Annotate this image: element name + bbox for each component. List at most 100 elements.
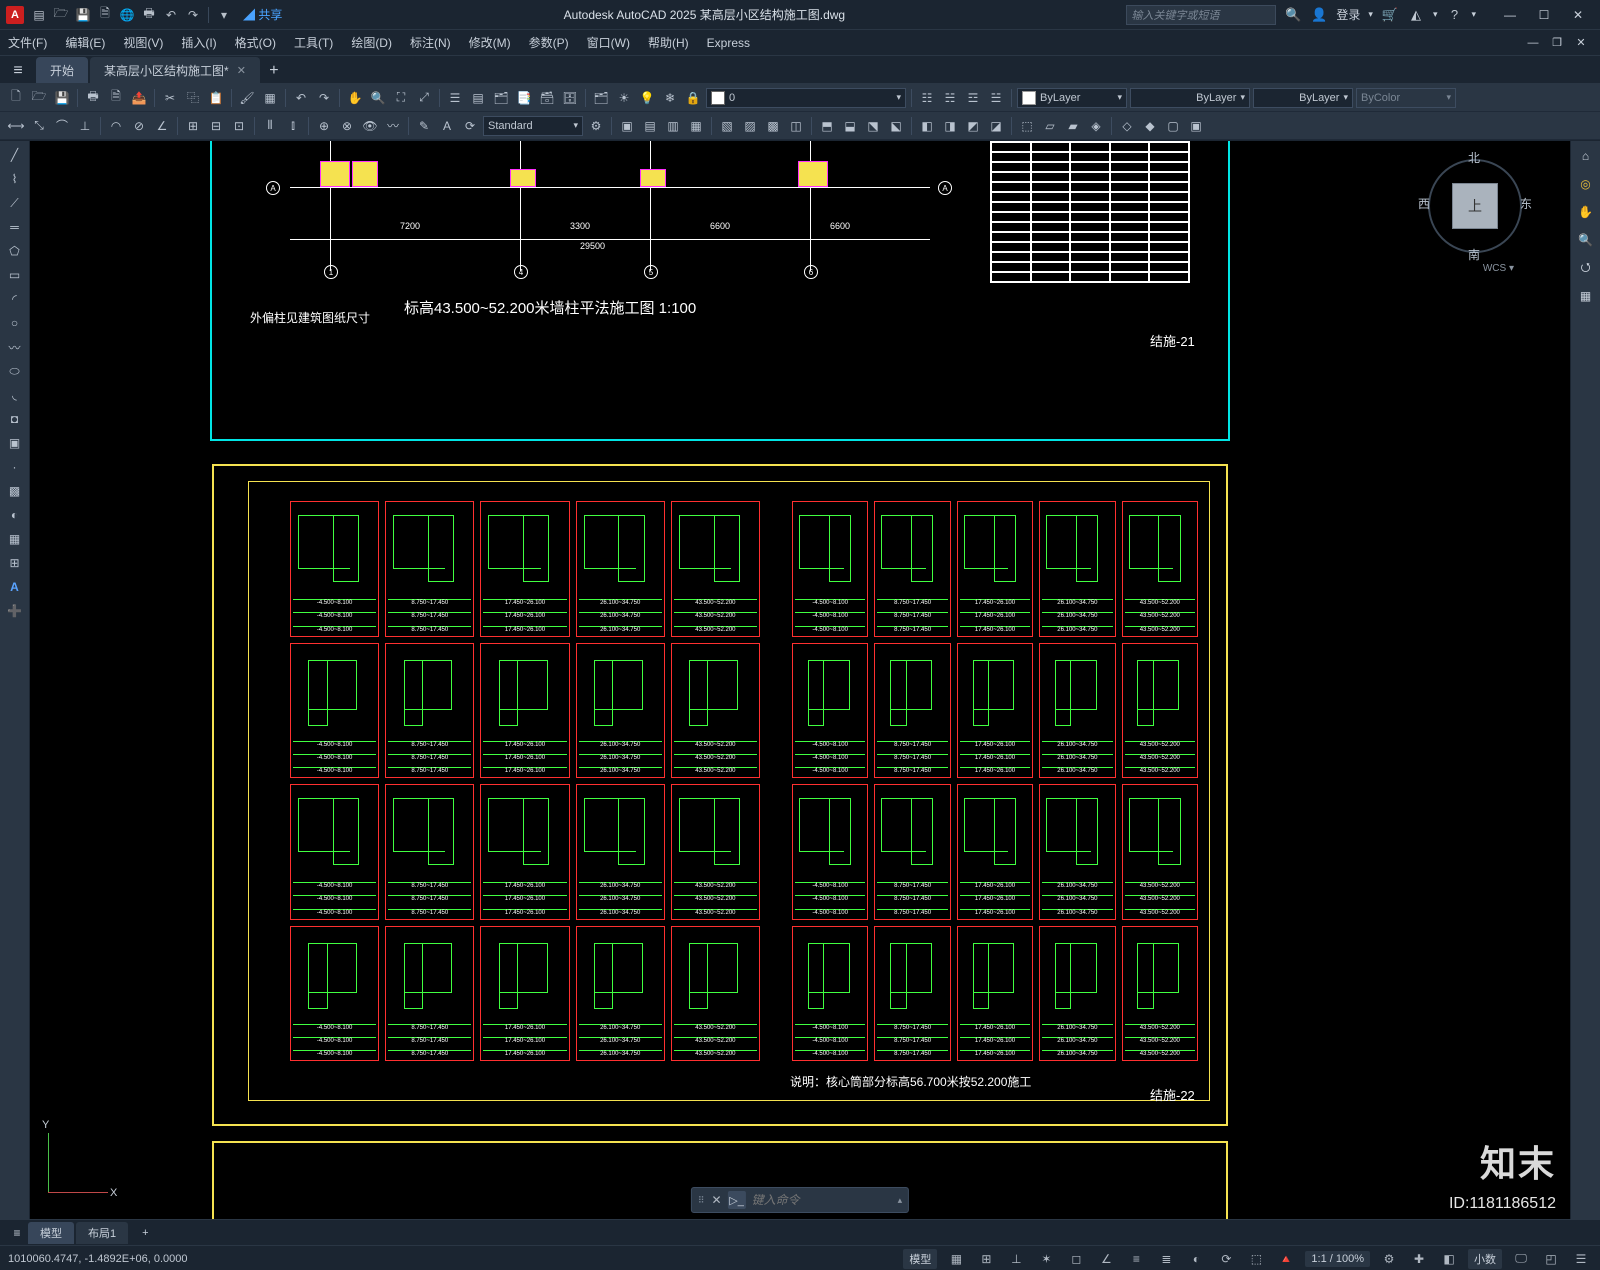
status-grid-icon[interactable]: ▦	[945, 1249, 967, 1269]
tb-freeze-icon[interactable]: ❄	[660, 88, 680, 108]
tb2-p-icon[interactable]: ◪	[986, 116, 1006, 136]
tb-cut-icon[interactable]: ✂	[160, 88, 180, 108]
menu-item[interactable]: 修改(M)	[469, 34, 511, 51]
navbar-show-icon[interactable]: ▦	[1575, 285, 1597, 307]
qat-save-icon[interactable]: 💾	[74, 6, 92, 24]
doc-minimize-button[interactable]: —	[1522, 34, 1544, 52]
insert-icon[interactable]: ◘	[4, 409, 26, 429]
table-icon[interactable]: ⊞	[4, 553, 26, 573]
wcs-dropdown[interactable]: WCS ▾	[1483, 263, 1514, 274]
tab-start[interactable]: 开始	[36, 57, 88, 83]
tab-document[interactable]: 某高层小区结构施工图* ✕	[90, 57, 260, 83]
autodesk-icon[interactable]: ◭	[1407, 6, 1425, 24]
tb-match-icon[interactable]: 🖌	[237, 88, 257, 108]
layout-menu-icon[interactable]: ≡	[6, 1222, 28, 1244]
tb2-s-icon[interactable]: ▰	[1063, 116, 1083, 136]
share-link[interactable]: ◢ 共享	[243, 6, 282, 23]
ellipsearc-icon[interactable]: ◟	[4, 385, 26, 405]
rectangle-icon[interactable]: ▭	[4, 265, 26, 285]
tb2-m-icon[interactable]: ◧	[917, 116, 937, 136]
arc-icon[interactable]: ◜	[4, 289, 26, 309]
tb-bulb-icon[interactable]: 💡	[637, 88, 657, 108]
dim-edit-icon[interactable]: ✎	[414, 116, 434, 136]
view-cube-west[interactable]: 西	[1418, 195, 1430, 212]
navbar-pan-icon[interactable]: ✋	[1575, 201, 1597, 223]
tb2-l-icon[interactable]: ⬕	[886, 116, 906, 136]
status-polar-icon[interactable]: ✶	[1035, 1249, 1057, 1269]
xline-icon[interactable]: ⟋	[4, 193, 26, 213]
qat-web-icon[interactable]: 🌐	[118, 6, 136, 24]
tb-sheet-icon[interactable]: 📑	[514, 88, 534, 108]
tb-lstate-icon[interactable]: ☷	[917, 88, 937, 108]
cmdline-close-icon[interactable]: ✕	[712, 1193, 722, 1207]
menu-item[interactable]: 窗口(W)	[587, 34, 630, 51]
dim-tol-icon[interactable]: ⊕	[314, 116, 334, 136]
view-cube-north[interactable]: 北	[1468, 149, 1480, 166]
tb-dc-icon[interactable]: 🗄	[560, 88, 580, 108]
tab-close-icon[interactable]: ✕	[237, 64, 246, 77]
help-icon[interactable]: ?	[1445, 6, 1463, 24]
tb-lock-icon[interactable]: 🔒	[683, 88, 703, 108]
user-icon[interactable]: 👤	[1310, 6, 1328, 24]
tb-undo-icon[interactable]: ↶	[291, 88, 311, 108]
status-3d-icon[interactable]: ⬚	[1245, 1249, 1267, 1269]
status-custom-icon[interactable]: ☰	[1570, 1249, 1592, 1269]
tab-new-button[interactable]: +	[262, 59, 286, 83]
pline-icon[interactable]: ⌇	[4, 169, 26, 189]
tb-lprev-icon[interactable]: ☵	[940, 88, 960, 108]
menu-item[interactable]: Express	[707, 36, 750, 50]
line-icon[interactable]: ╱	[4, 145, 26, 165]
menu-item[interactable]: 绘图(D)	[351, 34, 392, 51]
tb-redo-icon[interactable]: ↷	[314, 88, 334, 108]
tb2-a-icon[interactable]: ▣	[617, 116, 637, 136]
menu-item[interactable]: 格式(O)	[235, 34, 276, 51]
tb-new-icon[interactable]: 🗋	[6, 88, 26, 108]
tb-zoom-icon[interactable]: 🔍	[368, 88, 388, 108]
cmdline-prompt-icon[interactable]: ▷_	[728, 1191, 746, 1209]
tb-lmatch-icon[interactable]: ☲	[963, 88, 983, 108]
tb2-t-icon[interactable]: ◈	[1086, 116, 1106, 136]
dim-arc-icon[interactable]: ⌒	[52, 116, 72, 136]
dim-rad-icon[interactable]: ◠	[106, 116, 126, 136]
dim-ang-icon[interactable]: ∠	[152, 116, 172, 136]
ellipse-icon[interactable]: ⬭	[4, 361, 26, 381]
dimstyle-mgr-icon[interactable]: ⚙	[586, 116, 606, 136]
dim-linear-icon[interactable]: ⟷	[6, 116, 26, 136]
dimstyle-combo[interactable]: Standard ▾	[483, 116, 583, 136]
layout-tab-plus[interactable]: +	[130, 1224, 160, 1242]
mtext-icon[interactable]: A	[4, 577, 26, 597]
doc-restore-button[interactable]: ❐	[1546, 34, 1568, 52]
menu-item[interactable]: 插入(I)	[181, 34, 216, 51]
cmdline-history-icon[interactable]: ▴	[898, 1195, 903, 1206]
tb2-q-icon[interactable]: ⬚	[1017, 116, 1037, 136]
tb-liso-icon[interactable]: ☱	[986, 88, 1006, 108]
dim-cont-icon[interactable]: ⊡	[229, 116, 249, 136]
dim-tedit-icon[interactable]: A	[437, 116, 457, 136]
tb-paste-icon[interactable]: 📋	[206, 88, 226, 108]
qat-new-icon[interactable]: ▤	[30, 6, 48, 24]
qat-saveas-icon[interactable]: 🗎	[96, 6, 114, 24]
tb2-w-icon[interactable]: ▢	[1163, 116, 1183, 136]
command-input[interactable]	[752, 1193, 892, 1207]
layer-combo[interactable]: 0 ▾	[706, 88, 906, 108]
tb-zoomext-icon[interactable]: ⤢	[414, 88, 434, 108]
tb-print-icon[interactable]: 🖶	[83, 88, 103, 108]
tb2-j-icon[interactable]: ⬓	[840, 116, 860, 136]
tb2-g-icon[interactable]: ▩	[763, 116, 783, 136]
status-gear-icon[interactable]: ⚙	[1378, 1249, 1400, 1269]
menu-item[interactable]: 参数(P)	[529, 34, 569, 51]
tb2-r-icon[interactable]: ▱	[1040, 116, 1060, 136]
close-button[interactable]: ✕	[1562, 3, 1594, 27]
tb-open-icon[interactable]: 🗁	[29, 88, 49, 108]
status-dyn-icon[interactable]: ≡	[1125, 1249, 1147, 1269]
tb2-n-icon[interactable]: ◨	[940, 116, 960, 136]
cart-icon[interactable]: 🛒	[1381, 6, 1399, 24]
tb-sun-icon[interactable]: ☀	[614, 88, 634, 108]
tb-zoomwin-icon[interactable]: ⛶	[391, 88, 411, 108]
status-scale[interactable]: 1:1 / 100%	[1305, 1251, 1370, 1267]
qat-plot-icon[interactable]: 🖶	[140, 6, 158, 24]
dim-space-icon[interactable]: ⫴	[260, 116, 280, 136]
menu-item[interactable]: 编辑(E)	[65, 34, 105, 51]
region-icon[interactable]: ▦	[4, 529, 26, 549]
doc-close-button[interactable]: ✕	[1570, 34, 1592, 52]
